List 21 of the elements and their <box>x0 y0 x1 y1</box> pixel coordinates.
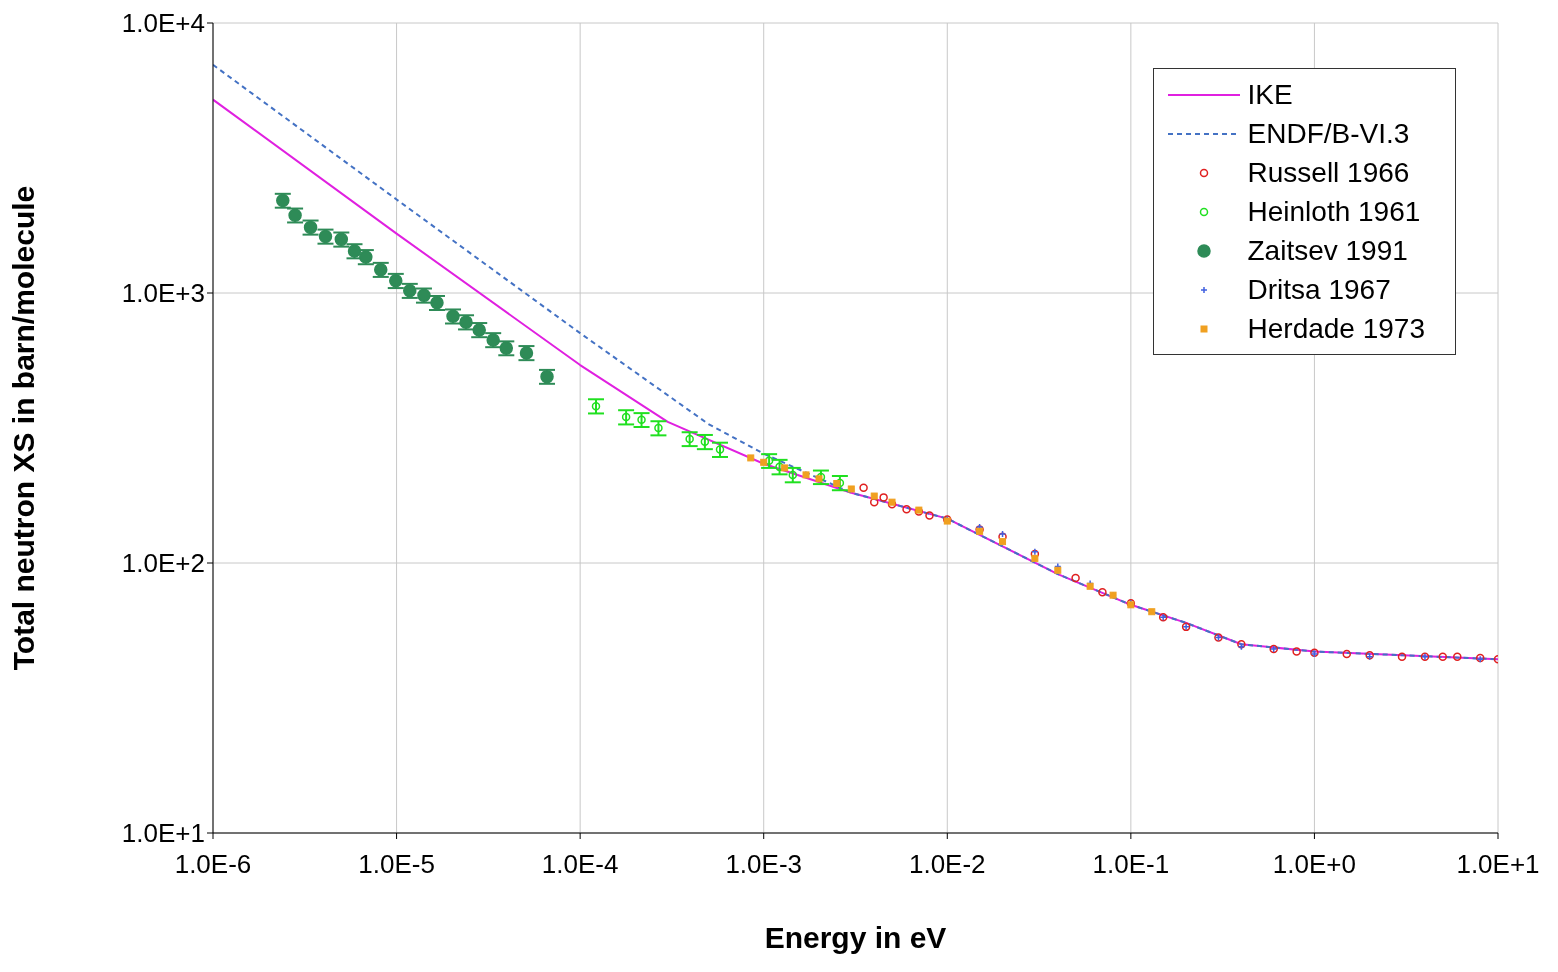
legend-label: IKE <box>1247 78 1293 111</box>
legend-label: ENDF/B-VI.3 <box>1247 117 1410 150</box>
legend-label: Heinloth 1961 <box>1247 195 1421 228</box>
y-tick-label: 1.0E+4 <box>121 8 205 39</box>
x-tick-label: 1.0E-3 <box>725 849 803 880</box>
y-tick-label: 1.0E+1 <box>121 818 205 849</box>
y-tick-label: 1.0E+2 <box>121 548 205 579</box>
legend-label: Zaitsev 1991 <box>1247 234 1408 267</box>
x-tick-label: 1.0E-6 <box>174 849 252 880</box>
x-axis-title: Energy in eV <box>764 921 947 954</box>
y-axis-title: Total neutron XS in barn/molecule <box>6 185 40 671</box>
x-tick-label: 1.0E+1 <box>1456 849 1540 880</box>
x-tick-label: 1.0E-5 <box>358 849 435 880</box>
legend-label: Dritsa 1967 <box>1247 273 1391 306</box>
x-tick-label: 1.0E-1 <box>1092 849 1170 880</box>
x-tick-label: 1.0E+0 <box>1272 849 1356 880</box>
y-tick-label: 1.0E+3 <box>121 278 205 309</box>
legend-label: Herdade 1973 <box>1247 312 1425 345</box>
x-tick-label: 1.0E-2 <box>908 849 986 880</box>
legend-label: Russell 1966 <box>1247 156 1410 189</box>
x-tick-label: 1.0E-4 <box>541 849 619 880</box>
